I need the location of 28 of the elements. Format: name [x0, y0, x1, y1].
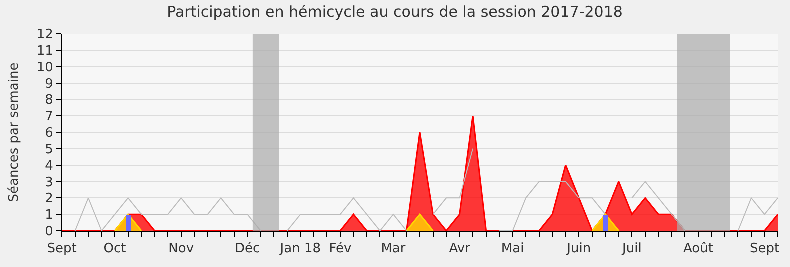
y-tick-label: 5	[45, 142, 54, 158]
x-tick-label: Juil	[622, 242, 642, 257]
x-tick-label: Fév	[329, 242, 352, 257]
x-tick-label: Sept	[47, 242, 77, 257]
x-tick-label: Oct	[104, 242, 126, 257]
x-tick-label: Août	[683, 242, 714, 257]
y-tick-label: 10	[36, 60, 54, 76]
y-tick-label: 12	[36, 28, 54, 43]
x-tick-label: Jan 18	[279, 242, 322, 257]
y-tick-label: 11	[36, 44, 54, 59]
x-tick-label: Sept	[750, 242, 780, 257]
y-tick-label: 7	[45, 110, 54, 125]
x-tick-label: Déc	[235, 242, 260, 257]
y-tick-label: 4	[45, 158, 54, 174]
y-tick-label: 1	[45, 208, 54, 224]
x-tick-label: Nov	[168, 242, 194, 257]
y-tick-label: 6	[45, 126, 54, 142]
y-tick-label: 2	[45, 192, 54, 207]
x-tick-label: Mar	[381, 242, 406, 257]
y-tick-label: 9	[45, 76, 54, 92]
y-tick-label: 3	[45, 175, 54, 190]
x-tick-label: Mai	[501, 242, 524, 257]
x-tick-label: Juin	[566, 242, 592, 257]
chart-title: Participation en hémicycle au cours de la session 2017-2018	[167, 3, 623, 22]
y-tick-label: 8	[45, 93, 54, 108]
x-tick-label: Avr	[449, 242, 472, 257]
y-axis-title: Séances par semaine	[6, 62, 22, 202]
y-tick-label: 0	[45, 224, 54, 240]
